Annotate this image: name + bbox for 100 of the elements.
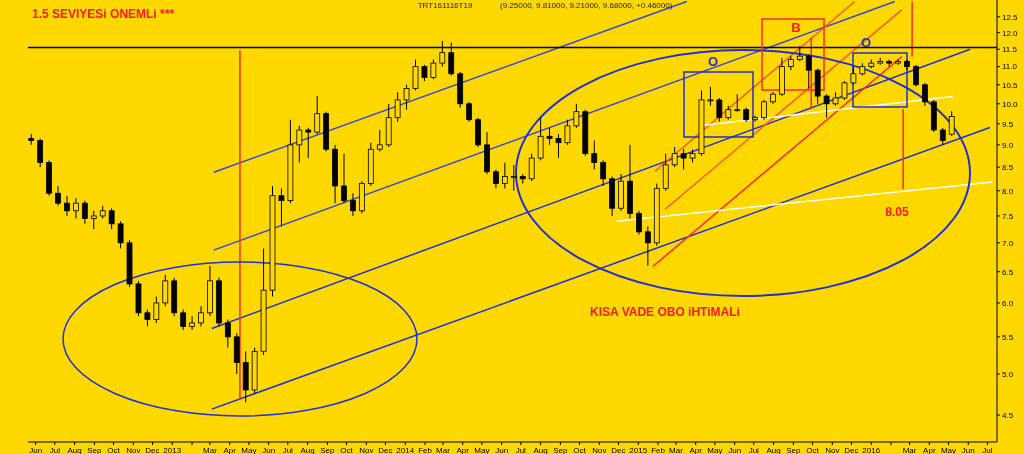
- x-tick-label: Jul: [49, 445, 61, 454]
- candlestick: [662, 153, 669, 192]
- candlestick: [573, 103, 580, 129]
- candlestick: [108, 207, 115, 230]
- x-tick-label: Sep: [320, 445, 336, 454]
- candlestick: [922, 82, 928, 107]
- x-tick-label: Jun: [728, 445, 742, 454]
- x-tick-label: Apr: [223, 445, 237, 454]
- candlestick: [73, 197, 79, 220]
- x-tick-label: Mar: [436, 445, 451, 454]
- x-tick-label: Jun: [961, 445, 975, 454]
- x-tick-label: Aug: [533, 445, 548, 454]
- candlestick: [466, 101, 473, 123]
- annotation: (9.25000, 9.81000, 9.21000, 9.68000, +0.46000): [500, 1, 673, 10]
- x-tick-label: Oct: [107, 445, 121, 454]
- candlestick: [394, 91, 401, 123]
- y-tick-label: 8.0: [1002, 186, 1014, 196]
- candlestick: [90, 210, 97, 230]
- x-tick-label: Mar: [902, 445, 917, 454]
- candlestick: [314, 95, 321, 135]
- candlestick: [493, 168, 499, 189]
- candlestick: [189, 315, 195, 331]
- y-tick-label: 4.5: [1002, 410, 1014, 420]
- annotation: O: [707, 54, 719, 69]
- x-tick-label: Nov: [359, 445, 374, 454]
- x-tick-label: Dec: [145, 445, 160, 454]
- annotation: B: [791, 20, 801, 35]
- candlestick: [823, 93, 830, 119]
- x-tick-label: Feb: [418, 445, 433, 454]
- x-tick-label: Jun: [262, 445, 276, 454]
- candlestick: [850, 66, 857, 86]
- x-tick-label: Oct: [573, 445, 587, 454]
- annotation: O: [860, 35, 872, 50]
- candlestick: [555, 133, 562, 159]
- candlestick: [644, 225, 651, 267]
- x-tick-label: Apr: [923, 445, 936, 454]
- x-tick-label: Sep: [87, 445, 103, 454]
- chart-title: TRT161116T19: [417, 1, 473, 10]
- x-tick-label: Mar: [203, 445, 218, 454]
- candlestick: [761, 99, 767, 121]
- candlestick: [403, 84, 410, 111]
- x-tick-label: Sep: [553, 445, 569, 454]
- x-tick-label: Aug: [300, 445, 315, 454]
- candlestick: [296, 125, 303, 164]
- candlestick: [341, 153, 347, 204]
- x-tick-label: Aug: [67, 445, 82, 454]
- candlestick: [162, 274, 169, 307]
- candlestick: [913, 64, 919, 88]
- candlestick: [591, 140, 598, 170]
- y-tick-label: 9.5: [1002, 119, 1014, 129]
- candlestick: [64, 195, 70, 217]
- y-tick-label: 7.5: [1002, 211, 1014, 221]
- candlestick: [528, 153, 535, 182]
- candlestick: [537, 117, 544, 161]
- x-tick-label: Jul: [515, 445, 527, 454]
- x-tick-label: Oct: [806, 445, 820, 454]
- candlestick: [636, 210, 642, 236]
- candlestick: [180, 308, 187, 331]
- x-tick-label: Jul: [282, 445, 294, 454]
- candlestick: [716, 97, 723, 123]
- x-tick-label: May: [474, 445, 490, 454]
- x-tick-label: Dec: [611, 445, 626, 454]
- y-tick-label: 7.0: [1002, 238, 1014, 248]
- y-tick-label: 8.5: [1002, 162, 1014, 172]
- y-tick-label: 11.5: [1002, 45, 1018, 55]
- candlestick: [305, 127, 312, 159]
- annotation: 8.05: [885, 205, 909, 219]
- candlestick: [350, 192, 356, 217]
- candlestick: [564, 119, 571, 146]
- y-tick-label: 6.5: [1002, 267, 1014, 277]
- candlestick: [224, 319, 231, 349]
- annotation: KISA VADE OBO iHTiMALi: [590, 305, 740, 319]
- candlestick: [501, 162, 508, 189]
- x-tick-label: Jul: [748, 445, 760, 454]
- x-tick-label: 2014: [396, 445, 415, 454]
- x-tick-label: 2016: [862, 445, 881, 454]
- x-tick-label: Apr: [456, 445, 470, 454]
- y-tick-label: 5.5: [1002, 332, 1014, 342]
- y-tick-label: 10.0: [1002, 99, 1019, 109]
- candlestick: [841, 80, 848, 101]
- x-tick-label: May: [241, 445, 257, 454]
- candlestick: [55, 185, 61, 207]
- candlestick: [81, 200, 88, 225]
- y-tick-label: 10.5: [1002, 80, 1019, 90]
- candlestick: [430, 59, 437, 80]
- x-tick-label: Jul: [982, 445, 993, 454]
- x-tick-label: Feb: [651, 445, 666, 454]
- candlestick: [671, 146, 678, 168]
- x-tick-label: Nov: [825, 445, 840, 454]
- candlestick: [805, 53, 812, 89]
- y-tick-label: 5.0: [1002, 369, 1014, 379]
- x-tick-label: 2015: [629, 445, 648, 454]
- x-tick-label: May: [940, 445, 957, 454]
- x-tick-label: 2013: [163, 445, 182, 454]
- candlestick: [948, 110, 955, 137]
- y-tick-label: 6.0: [1002, 298, 1014, 308]
- candlestick: [198, 305, 204, 327]
- candlestick: [707, 86, 714, 107]
- candlestick: [376, 129, 383, 152]
- y-tick-label: 12.5: [1002, 12, 1019, 22]
